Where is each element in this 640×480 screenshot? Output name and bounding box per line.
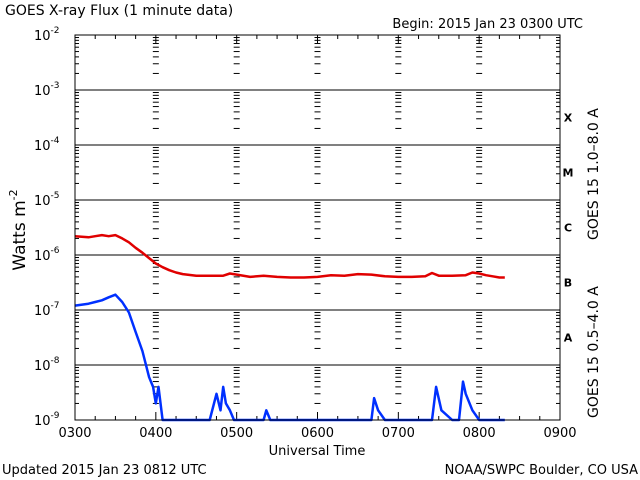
y-axis-label-main: Watts m (10, 200, 30, 270)
flare-class-x: X (564, 112, 573, 125)
y-axis-label: Watts m-2 (7, 189, 30, 270)
footer-source: NOAA/SWPC Boulder, CO USA (445, 463, 638, 478)
x-tick-label: 0300 (58, 426, 91, 441)
x-tick-label: 0800 (463, 426, 496, 441)
grid-line-vertical (395, 37, 402, 404)
y-tick-label: 10-2 (34, 26, 60, 44)
legend-series-2: GOES 15 0.5–4.0 A (586, 286, 602, 418)
grid-line-vertical (233, 37, 240, 404)
flare-class-m: M (563, 167, 574, 180)
y-tick-label: 10-8 (34, 356, 60, 374)
grid-line-vertical (152, 37, 159, 404)
grid-line-vertical (476, 37, 483, 404)
legend-series-1: GOES 15 1.0–8.0 A (586, 108, 602, 240)
flare-class-c: C (564, 222, 572, 235)
x-tick-label: 0400 (139, 426, 172, 441)
series-line-2 (74, 293, 505, 422)
x-axis-label: Universal Time (269, 444, 366, 459)
y-tick-label: 10-7 (34, 301, 60, 319)
y-tick-label: 10-6 (34, 246, 60, 264)
y-tick-label: 10-3 (34, 81, 60, 99)
y-tick-label: 10-5 (34, 191, 60, 209)
begin-label: Begin: 2015 Jan 23 0300 UTC (392, 17, 583, 32)
grid-layer (75, 37, 560, 404)
plot-frame (74, 34, 561, 421)
x-tick-label: 0900 (543, 426, 576, 441)
y-tick-label: 10-9 (34, 411, 60, 429)
flare-class-b: B (564, 277, 572, 290)
grid-line-vertical (314, 37, 321, 404)
y-tick-label: 10-4 (34, 136, 60, 154)
series-layer (74, 233, 505, 422)
series-line-1 (74, 233, 505, 279)
x-tick-label: 0600 (301, 426, 334, 441)
y-axis-label-exponent: -2 (7, 189, 20, 200)
x-tick-label: 0700 (382, 426, 415, 441)
flare-class-a: A (564, 332, 573, 345)
footer-updated: Updated 2015 Jan 23 0812 UTC (2, 463, 207, 478)
chart-title: GOES X-ray Flux (1 minute data) (5, 3, 233, 19)
svg-text:Watts m-2: Watts m-2 (7, 189, 30, 270)
x-tick-label: 0500 (220, 426, 253, 441)
